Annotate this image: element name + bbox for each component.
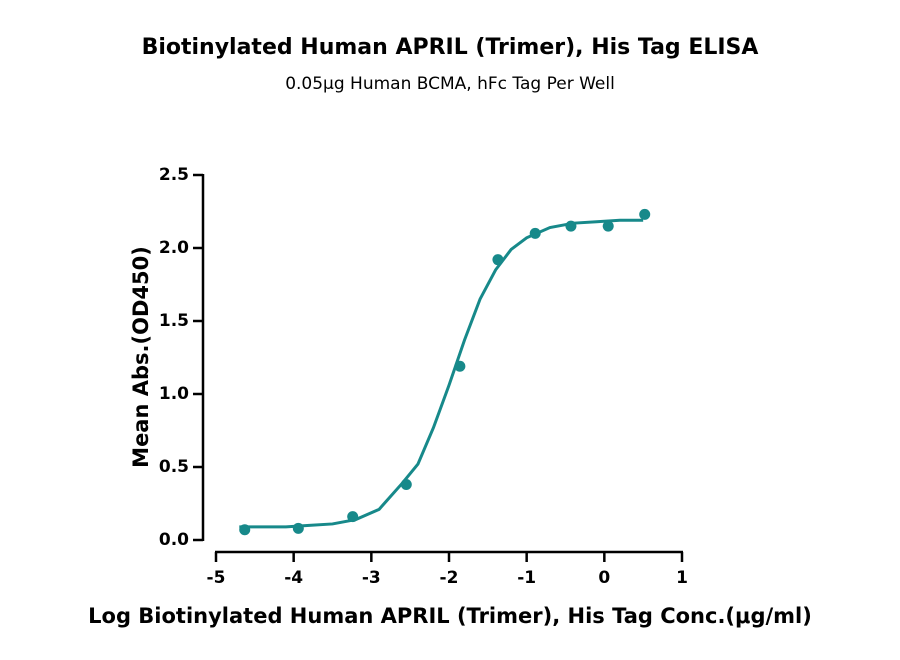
data-point [492, 254, 504, 266]
data-point [292, 522, 304, 534]
data-point [347, 511, 359, 523]
y-tick-label: 0.0 [159, 530, 189, 550]
y-tick-label: 1.0 [159, 384, 189, 404]
data-point [529, 227, 541, 239]
data-point [239, 524, 251, 536]
chart-title: Biotinylated Human APRIL (Trimer), His T… [142, 35, 759, 60]
y-tick-label: 2.5 [159, 165, 189, 185]
y-tick-label: 1.5 [159, 311, 189, 331]
x-axis-label: Log Biotinylated Human APRIL (Trimer), H… [88, 604, 812, 628]
data-point [454, 360, 466, 372]
x-tick-label: -4 [284, 568, 303, 588]
x-tick-label: -1 [517, 568, 536, 588]
y-tick-label: 2.0 [159, 238, 189, 258]
x-tick-label: -5 [207, 568, 226, 588]
chart-subtitle: 0.05μg Human BCMA, hFc Tag Per Well [285, 74, 615, 94]
x-tick-label: 1 [676, 568, 688, 588]
x-tick-label: -3 [362, 568, 381, 588]
data-point [602, 220, 614, 232]
data-point [400, 479, 412, 491]
data-point [639, 208, 651, 220]
data-point [565, 220, 577, 232]
x-tick-label: -2 [440, 568, 459, 588]
fit-curve [239, 218, 644, 529]
y-tick-label: 0.5 [159, 457, 189, 477]
y-axis-label: Mean Abs.(OD450) [129, 246, 153, 468]
x-tick-label: 0 [598, 568, 610, 588]
